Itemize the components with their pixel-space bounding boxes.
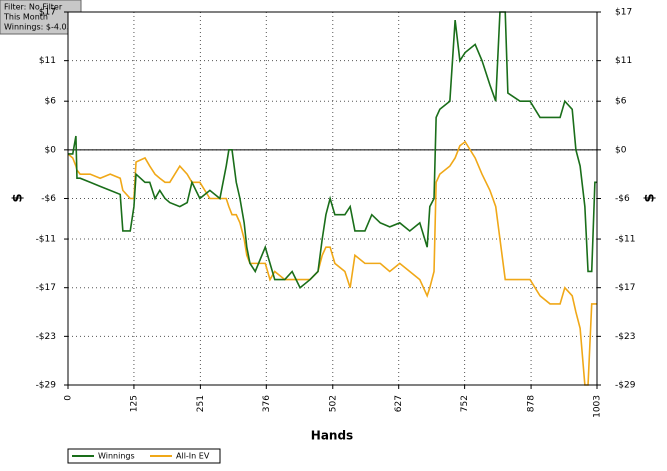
y2-tick-label: $6 (615, 97, 627, 107)
y2-tick-label: $17 (615, 8, 632, 18)
x-axis-label: Hands (311, 429, 353, 443)
y-tick-label: $11 (39, 56, 56, 66)
y-tick-label: $6 (45, 97, 57, 107)
y-tick-label: -$29 (36, 381, 57, 391)
x-tick-label: 1003 (593, 395, 603, 418)
x-tick-label: 878 (527, 395, 537, 412)
y2-tick-label: $0 (615, 145, 627, 155)
info-text: This Month (3, 13, 48, 22)
x-tick-label: 502 (328, 395, 338, 412)
x-tick-label: 752 (460, 395, 470, 412)
y-tick-label: -$6 (41, 194, 56, 204)
y-axis-label: $ (11, 193, 26, 202)
info-text: Winnings: $-4.03 (4, 23, 72, 32)
x-tick-label: 125 (129, 395, 139, 412)
y-tick-label: -$17 (36, 283, 56, 293)
y-tick-label: $0 (45, 145, 57, 155)
plot-border (67, 11, 598, 386)
info-text: Filter: No Filter (4, 3, 63, 12)
y2-tick-label: $11 (615, 56, 632, 66)
x-tick-label: 376 (262, 395, 272, 412)
y-tick-label: -$23 (36, 332, 56, 342)
y-tick-label: -$11 (36, 235, 56, 245)
y2-tick-label: -$23 (615, 332, 635, 342)
y2-tick-label: -$17 (615, 283, 635, 293)
y-tick-label: $17 (39, 8, 56, 18)
y2-tick-label: -$6 (615, 194, 630, 204)
legend-box (67, 448, 221, 464)
legend-label: All-In EV (176, 452, 210, 461)
y2-tick-label: -$11 (615, 235, 635, 245)
series-line (68, 11, 597, 289)
y2-tick-label: -$29 (615, 381, 636, 391)
x-tick-label: 0 (64, 395, 74, 401)
legend-label: Winnings (98, 452, 135, 461)
series-line (67, 140, 597, 386)
y2-axis-label: $ (643, 193, 658, 202)
x-tick-label: 627 (394, 395, 404, 412)
x-tick-label: 251 (196, 395, 206, 412)
